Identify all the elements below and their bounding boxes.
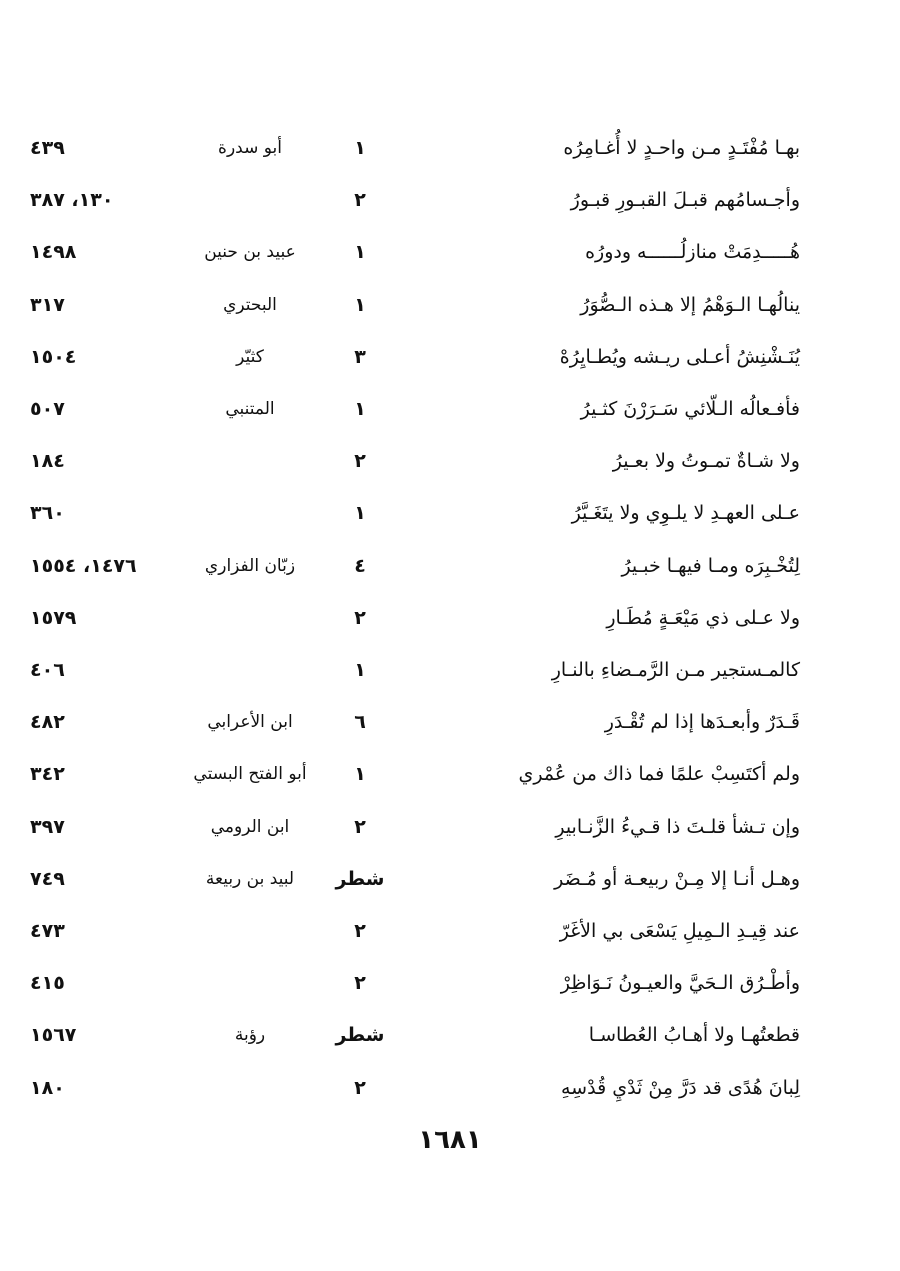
verse-text: عند قِيـدِ الـمِيلِ يَسْعَى بي الأغَرّ [559,920,800,942]
page-refs: ١٥٠٤ [30,345,77,368]
verse-text: قَـدَرٌ وأبعـدَها إذا لم تُقْـدَرِ [604,711,800,734]
verse-text: ولم أكتَسِبْ علمًا فما ذاك من عُمْري [518,763,800,786]
table-row: ولم أكتَسِبْ علمًا فما ذاك من عُمْري ١ أبو… [0,754,900,794]
table-row: بهـا مُفْتَـدٍ مـن واحـدٍ لا أُغـامِرُه ١… [0,128,900,168]
page-refs: ٤٠٦ [30,659,65,681]
table-row: يُنَـشْنِشُ أعـلى ريـشه ويُطـايِرُهْ ٣ كثي… [0,337,900,377]
poet-name: لبيد بن ربيعة [205,868,295,889]
table-row: فأفـعالُه الـلّائي سَـرَرْنَ كثـيرُ ١ المت… [0,389,900,429]
table-row: هُـــــدِمَتْ منازلُــــــه ودورُه ١ عبيد … [0,232,900,272]
table-row: وإن تـشأ قلـتَ ذا قـيءُ الزَّنـابيرِ ٢ ابن… [0,807,900,847]
page-refs: ١٤٩٨ [30,241,77,264]
table-row: لِبانَ هُدًى قد دَرَّ مِنْ ثَدْيِ قُدْسِ… [0,1068,900,1108]
verse-text: ولا شـاةٌ تمـوتُ ولا بعـيرُ [612,450,800,473]
verse-text: يُنَـشْنِشُ أعـلى ريـشه ويُطـايِرُهْ [559,345,800,368]
poet-name: البحتري [223,294,277,315]
table-row: وأطْـرُق الـحَيَّ والعيـونُ نَـوَاظِرْ ٢ ٤… [0,963,900,1003]
table-row: كالمـستجير مـن الرَّمـضاءِ بالنـارِ ١ ٤٠٦ [0,650,900,690]
page-refs: ٣١٧ [30,293,65,316]
verse-count: ٣ [354,345,366,368]
page-refs: ٥٠٧ [30,398,65,420]
table-row: لِتُخْـبِرَه ومـا فيهـا خبـيرُ ٤ زبّان الف… [0,546,900,586]
verse-count: ١ [354,763,366,786]
verse-count: ٤ [354,554,366,577]
table-row: وأجـسامُهم قبـلَ القبـورِ قبـورُ ٢ ١٣٠، ٣٨… [0,180,900,220]
page-refs: ١٨٤ [30,450,65,473]
verse-count: ٢ [354,450,366,473]
page-refs: ١٤٧٦، ١٥٥٤ [30,554,137,577]
table-row: قطعتُهـا ولا أهـابُ العُطاسـا شطر رؤبة ١٥٦٧ [0,1015,900,1055]
verse-count: ١ [354,137,366,159]
verse-count: ٢ [354,972,366,995]
verse-text: ولا عـلى ذي مَيْعَـةٍ مُطَـارِ [606,606,800,629]
page-refs: ٣٩٧ [30,815,65,838]
poet-name: المتنبي [225,399,275,419]
table-row: ولا عـلى ذي مَيْعَـةٍ مُطَـارِ ٢ ١٥٧٩ [0,598,900,638]
verse-text: وأطْـرُق الـحَيَّ والعيـونُ نَـوَاظِرْ [560,972,800,995]
table-row: ينالُهـا الـوَهْمُ إلا هـذه الـصُّوَرُ ١ ا… [0,285,900,325]
verse-text: وأجـسامُهم قبـلَ القبـورِ قبـورُ [570,189,800,212]
page-refs: ٣٤٢ [30,763,65,786]
poet-name: زبّان الفزاري [204,555,296,576]
verse-text: هُـــــدِمَتْ منازلُــــــه ودورُه [585,241,800,264]
verse-text: بهـا مُفْتَـدٍ مـن واحـدٍ لا أُغـامِرُه [563,137,800,159]
poet-name: ابن الأعرابي [207,712,293,733]
page-refs: ٣٦٠ [30,502,65,525]
verse-count: ٢ [354,920,366,942]
table-row: عـلى العهـدِ لا يلـوِي ولا يتَغَـيَّرُ ١ ٣… [0,493,900,533]
verse-count: ٢ [354,815,366,838]
verse-text: لِبانَ هُدًى قد دَرَّ مِنْ ثَدْيِ قُدْسِ… [561,1076,800,1099]
table-row: وهـل أنـا إلا مِـنْ ربيعـة أو مُـضَر شطر ل… [0,859,900,899]
page-refs: ١٥٧٩ [30,606,77,629]
verse-count: ١ [354,293,366,316]
verse-count: ٢ [354,606,366,629]
verse-count: ١ [354,502,366,525]
page-refs: ١٨٠ [30,1076,65,1099]
table-row: ولا شـاةٌ تمـوتُ ولا بعـيرُ ٢ ١٨٤ [0,441,900,481]
verse-count: ٢ [354,189,366,212]
verse-text: ينالُهـا الـوَهْمُ إلا هـذه الـصُّوَرُ [580,293,800,316]
verse-count: ٢ [354,1076,366,1099]
poet-name: رؤبة [234,1025,266,1046]
page-number: ١٦٨١ [418,1125,482,1155]
verse-count: ١ [354,398,366,420]
verse-text: فأفـعالُه الـلّائي سَـرَرْنَ كثـيرُ [580,398,800,420]
verse-text: لِتُخْـبِرَه ومـا فيهـا خبـيرُ [621,554,800,577]
table-row: عند قِيـدِ الـمِيلِ يَسْعَى بي الأغَرّ ٢ ٤… [0,911,900,951]
page-refs: ٤٣٩ [30,137,65,159]
verse-count: ١ [354,659,366,681]
page-refs: ٤٨٢ [30,711,65,734]
verse-text: وإن تـشأ قلـتَ ذا قـيءُ الزَّنـابيرِ [555,815,800,838]
page-refs: ٤١٥ [30,972,65,995]
verse-count: شطر [335,1024,385,1047]
verse-text: قطعتُهـا ولا أهـابُ العُطاسـا [588,1024,800,1047]
page-refs: ٧٤٩ [30,867,65,890]
verse-text: وهـل أنـا إلا مِـنْ ربيعـة أو مُـضَر [554,867,800,890]
page-refs: ١٣٠، ٣٨٧ [30,189,114,212]
page-refs: ١٥٦٧ [30,1024,77,1047]
verse-text: كالمـستجير مـن الرَّمـضاءِ بالنـارِ [551,659,800,681]
poet-name: ابن الرومي [210,816,290,837]
poet-name: أبو الفتح البستي [193,764,307,785]
poet-name: كثيّر [236,346,264,367]
verse-count: ١ [354,241,366,264]
page-refs: ٤٧٣ [30,920,65,942]
verse-count: شطر [335,867,385,890]
verse-count: ٦ [354,711,366,734]
table-row: قَـدَرٌ وأبعـدَها إذا لم تُقْـدَرِ ٦ ابن ا… [0,702,900,742]
poet-name: أبو سدرة [218,138,282,158]
verse-text: عـلى العهـدِ لا يلـوِي ولا يتَغَـيَّرُ [571,502,800,525]
poet-name: عبيد بن حنين [204,242,296,263]
